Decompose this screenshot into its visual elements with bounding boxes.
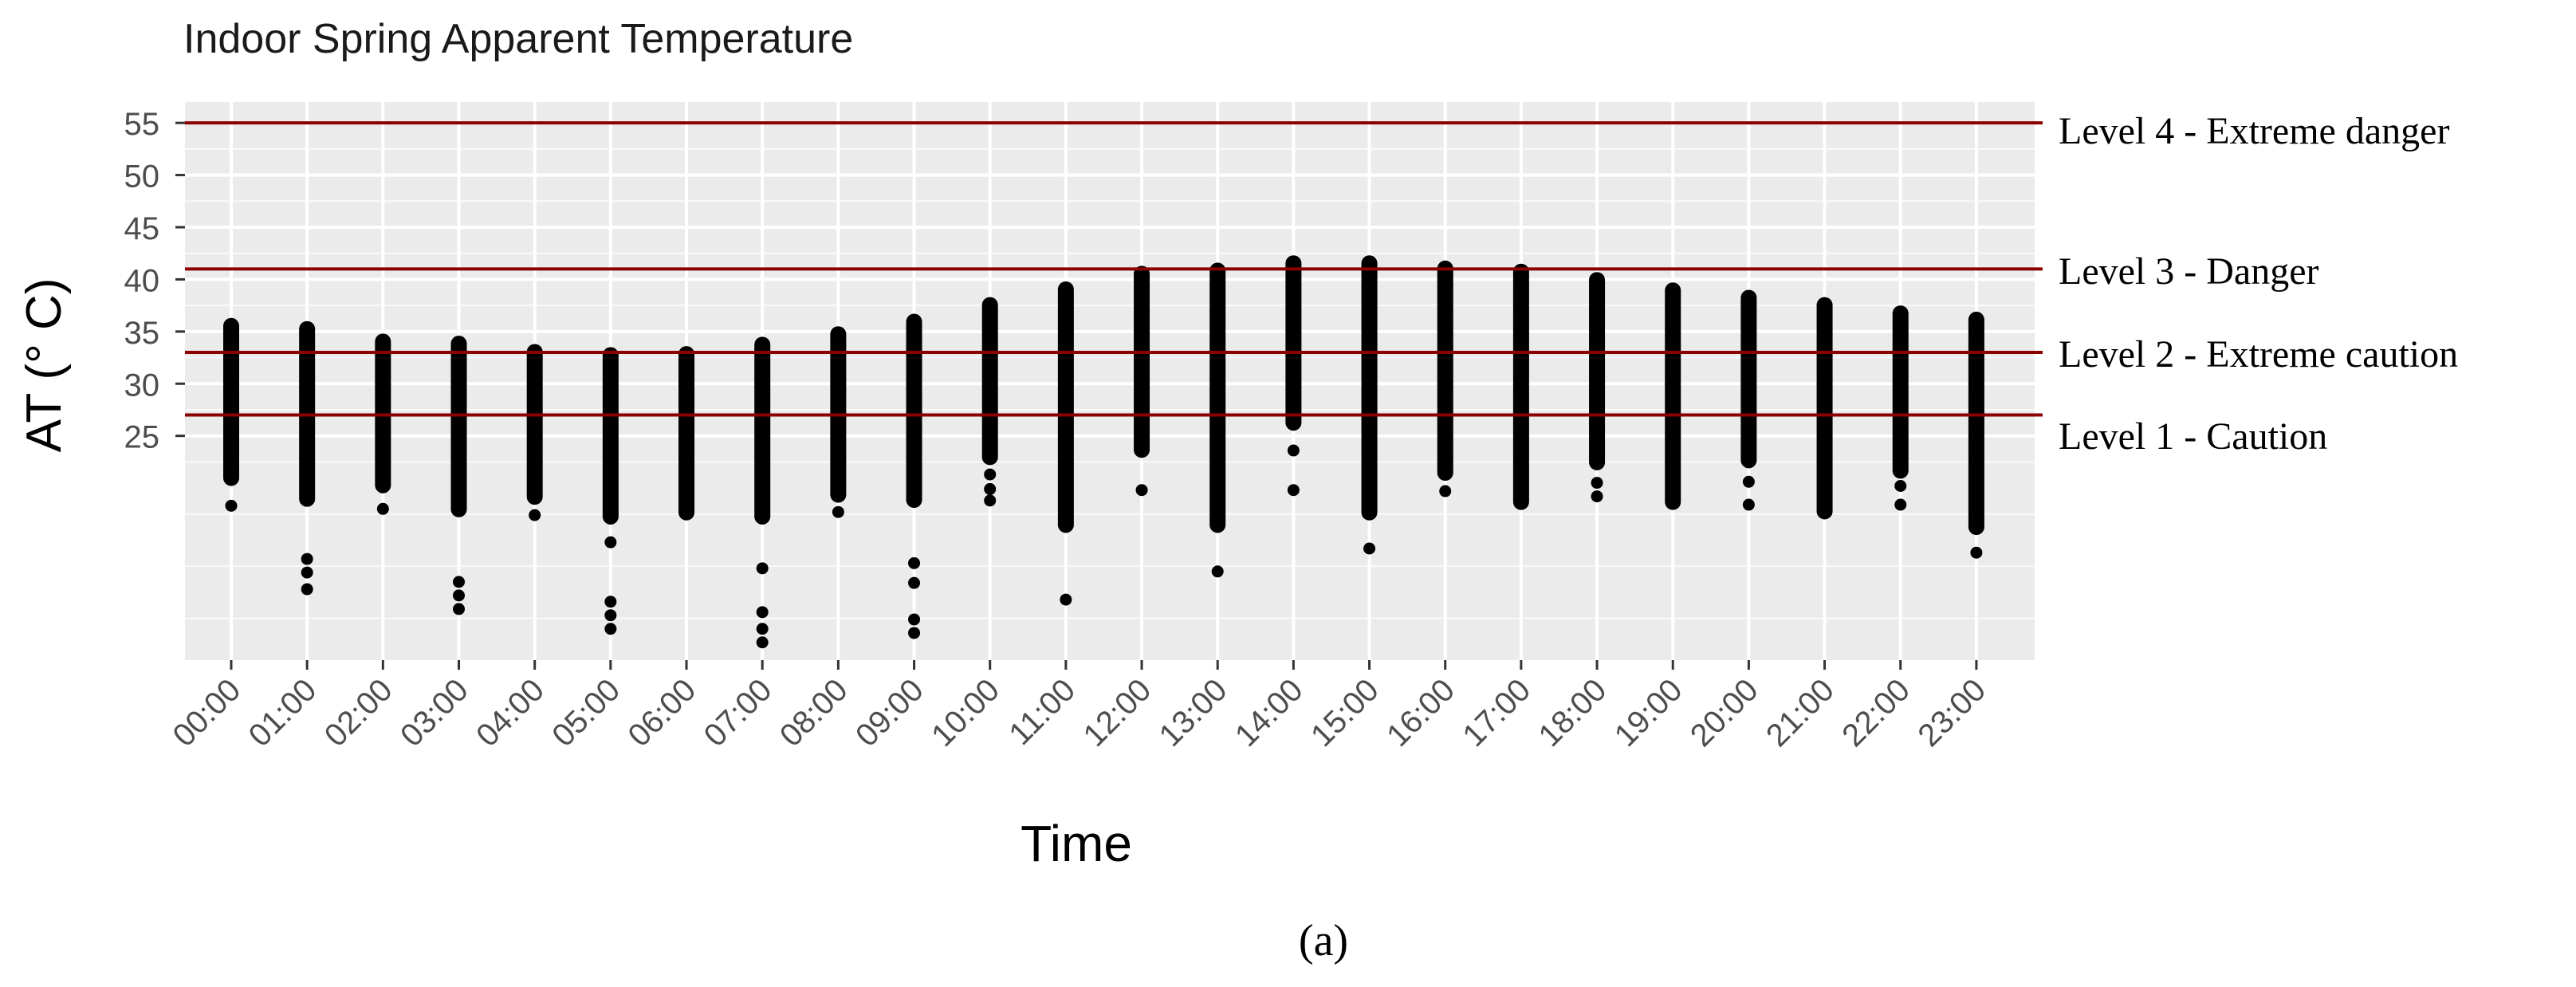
point-band-0500 bbox=[602, 347, 619, 525]
outlier-point bbox=[1970, 546, 1983, 559]
y-axis-title: AT (° C) bbox=[17, 278, 72, 453]
outlier-point bbox=[756, 623, 769, 635]
outlier-point bbox=[1287, 484, 1300, 497]
outlier-point bbox=[376, 502, 389, 515]
y-tick-label: 25 bbox=[124, 420, 160, 455]
reference-label-level-1: Level 1 - Caution bbox=[2059, 415, 2327, 458]
outlier-point bbox=[604, 623, 617, 635]
outlier-point bbox=[1591, 477, 1603, 490]
outlier-point bbox=[908, 556, 921, 569]
outlier-point bbox=[832, 505, 844, 518]
outlier-point bbox=[1363, 542, 1376, 555]
point-band-1400 bbox=[1285, 255, 1302, 431]
outlier-point bbox=[453, 576, 466, 588]
point-band-2300 bbox=[1968, 311, 1984, 536]
outlier-point bbox=[604, 596, 617, 608]
outlier-point bbox=[453, 589, 466, 602]
y-tick-label: 35 bbox=[124, 316, 160, 351]
y-tick-label: 50 bbox=[124, 159, 160, 195]
point-band-1900 bbox=[1665, 282, 1681, 510]
y-axis: 25 30 35 40 45 50 55 bbox=[124, 107, 185, 455]
outlier-point bbox=[1135, 484, 1148, 497]
reference-lines: Level 4 - Extreme danger Level 3 - Danger… bbox=[185, 110, 2458, 458]
outlier-point bbox=[1591, 490, 1603, 503]
point-band-1000 bbox=[981, 297, 998, 466]
y-tick-label: 40 bbox=[124, 263, 160, 298]
point-band-0900 bbox=[906, 313, 922, 509]
outlier-point bbox=[756, 606, 769, 619]
outlier-point bbox=[301, 583, 313, 596]
chart-title: Indoor Spring Apparent Temperature bbox=[183, 16, 853, 62]
outlier-point bbox=[453, 603, 466, 615]
outlier-point bbox=[1439, 485, 1452, 497]
outlier-point bbox=[908, 576, 921, 589]
y-tick-label: 30 bbox=[124, 368, 160, 403]
outlier-point bbox=[984, 494, 997, 507]
x-axis-title: Time bbox=[1021, 815, 1132, 872]
outlier-point bbox=[604, 536, 617, 549]
outlier-point bbox=[756, 636, 769, 649]
outlier-point bbox=[301, 552, 313, 565]
reference-label-level-3: Level 3 - Danger bbox=[2059, 250, 2319, 293]
outlier-point bbox=[1211, 565, 1224, 578]
point-band-0300 bbox=[450, 336, 467, 517]
point-band-2100 bbox=[1816, 297, 1833, 520]
outlier-point bbox=[984, 482, 997, 495]
y-tick-label: 55 bbox=[124, 107, 160, 142]
outlier-point bbox=[984, 468, 997, 481]
point-band-1200 bbox=[1134, 265, 1150, 458]
reference-label-level-2: Level 2 - Extreme caution bbox=[2059, 333, 2458, 376]
figure-caption: (a) bbox=[1299, 916, 1348, 965]
outlier-point bbox=[1894, 498, 1907, 511]
outlier-point bbox=[1287, 444, 1300, 457]
outlier-point bbox=[529, 509, 541, 521]
y-tick-label: 45 bbox=[124, 211, 160, 246]
outlier-point bbox=[225, 499, 238, 512]
outlier-point bbox=[1060, 593, 1072, 606]
point-band-1500 bbox=[1361, 255, 1378, 521]
point-band-1600 bbox=[1437, 260, 1453, 482]
outlier-point bbox=[756, 562, 769, 575]
outlier-point bbox=[1742, 498, 1755, 511]
plot-panel bbox=[185, 102, 2035, 660]
outlier-point bbox=[301, 566, 313, 579]
point-band-0600 bbox=[678, 346, 695, 521]
point-band-2000 bbox=[1740, 289, 1757, 469]
point-band-2200 bbox=[1892, 305, 1909, 479]
point-band-1700 bbox=[1512, 263, 1529, 510]
point-band-0000 bbox=[223, 317, 239, 486]
point-band-1100 bbox=[1057, 281, 1074, 533]
outlier-point bbox=[1742, 475, 1755, 488]
point-band-1800 bbox=[1589, 272, 1606, 470]
outlier-point bbox=[604, 609, 617, 622]
outlier-point bbox=[1894, 479, 1907, 492]
reference-label-level-4: Level 4 - Extreme danger bbox=[2059, 110, 2449, 152]
point-band-0700 bbox=[754, 336, 771, 525]
point-band-1300 bbox=[1209, 262, 1226, 533]
point-band-0400 bbox=[526, 344, 543, 505]
outlier-point bbox=[908, 613, 921, 626]
outlier-point bbox=[908, 627, 921, 639]
